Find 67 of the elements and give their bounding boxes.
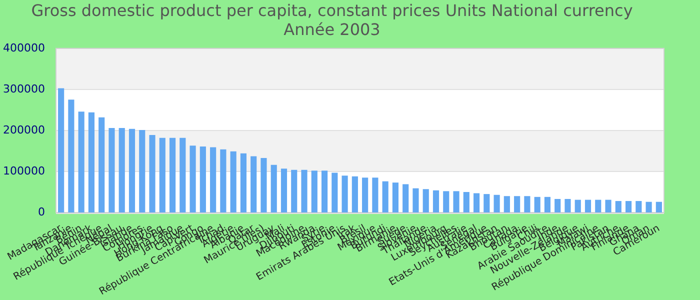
bar xyxy=(291,170,298,213)
bar xyxy=(362,178,368,213)
bar xyxy=(180,138,186,213)
text: Gross domestic product per capita, constant prices Units National currency xyxy=(31,0,633,20)
bar xyxy=(473,193,480,213)
bar xyxy=(392,182,399,213)
bar xyxy=(118,128,125,213)
bar xyxy=(443,191,450,213)
y-tick-label: 100000 xyxy=(2,164,45,178)
bar xyxy=(250,156,257,213)
bar xyxy=(190,146,196,213)
bar xyxy=(301,170,308,213)
bar xyxy=(605,200,612,213)
bar xyxy=(139,130,146,213)
bar xyxy=(149,134,156,213)
y-tick-label: 300000 xyxy=(2,82,45,96)
bar xyxy=(422,189,429,213)
y-tick-label: 400000 xyxy=(2,41,45,54)
bar xyxy=(574,200,581,213)
bar xyxy=(514,196,520,213)
bar xyxy=(554,198,561,213)
bar xyxy=(494,194,500,213)
y-tick-label: 200000 xyxy=(2,123,45,136)
bar xyxy=(584,200,592,213)
bar xyxy=(656,202,662,213)
bar xyxy=(636,201,642,213)
bar xyxy=(321,170,328,213)
bar xyxy=(412,188,419,213)
bar xyxy=(402,184,409,213)
bar xyxy=(534,196,540,213)
bar xyxy=(200,146,206,213)
bar xyxy=(332,172,338,213)
bar xyxy=(68,100,74,213)
bar xyxy=(230,151,236,213)
bar xyxy=(504,196,510,213)
bar xyxy=(432,190,440,213)
bar xyxy=(210,147,216,213)
bar xyxy=(453,191,460,213)
bar xyxy=(463,192,470,213)
bar xyxy=(88,112,94,213)
bar xyxy=(544,196,551,213)
text: Année 2003 xyxy=(284,20,380,39)
bar xyxy=(484,194,490,213)
bar xyxy=(524,196,530,213)
bar xyxy=(260,158,267,213)
bar xyxy=(595,200,602,213)
bar xyxy=(352,176,358,213)
bar xyxy=(646,202,652,213)
bar xyxy=(220,149,226,213)
bar xyxy=(58,88,64,213)
y-tick-label: 0 xyxy=(38,205,45,218)
bar xyxy=(98,117,105,213)
bar xyxy=(78,112,84,213)
bar xyxy=(564,198,571,213)
bar xyxy=(382,181,388,213)
bar xyxy=(128,128,136,213)
bar xyxy=(625,201,632,213)
bar xyxy=(270,164,277,213)
bar xyxy=(372,178,378,213)
bar xyxy=(280,168,288,213)
bar xyxy=(159,138,166,213)
bar xyxy=(169,138,176,213)
bar xyxy=(311,170,318,213)
bar xyxy=(108,128,115,213)
bar xyxy=(615,201,622,213)
bar xyxy=(342,176,348,213)
bar xyxy=(240,153,246,213)
